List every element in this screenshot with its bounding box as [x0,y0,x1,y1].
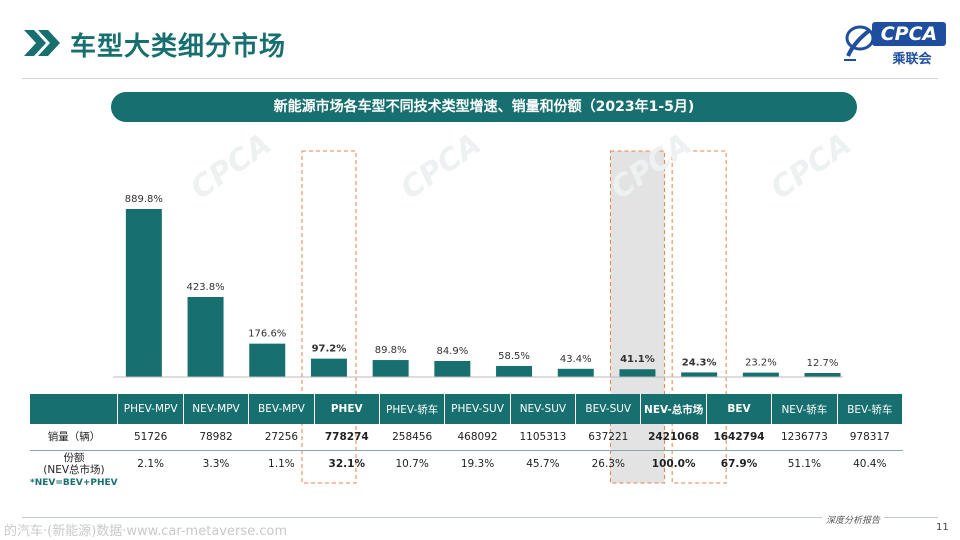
footnote: *NEV=BEV+PHEV [30,478,118,488]
row-label-sales: 销量（辆） [30,424,118,451]
table-row-share: 份额 (NEV总市场) 2.1% 3.3% 1.1% 32.1% 10.7% 19.3% 4… [30,450,903,478]
data-label-8: 41.1% [620,354,655,365]
sales-cell-11: 978317 [837,424,903,451]
header-divider [22,78,938,79]
bar-8 [619,369,656,377]
share-cell-9: 67.9% [720,458,758,471]
share-cell-8: 100.0% [651,458,696,471]
data-label-10: 23.2% [745,358,777,369]
bar-11 [804,373,841,377]
data-label-3: 97.2% [312,344,347,355]
column-header-2: BEV-MPV [248,394,315,424]
share-cell-11: 40.4% [853,458,887,471]
footer-watermark: 的汽车·(新能源)数据·www.car-metaverse.com [4,524,287,539]
data-label-7: 43.4% [560,354,592,365]
share-cell-0: 2.1% [137,458,164,471]
column-header-8: NEV-总市场 [640,394,707,424]
sales-cell-0: 51726 [117,424,184,451]
column-header-1: NEV-MPV [183,394,250,424]
data-label-9: 24.3% [682,357,717,368]
column-header-9: BEV [706,394,773,424]
cpca-watermark-1: CPCA [395,127,488,207]
bar-9 [681,372,718,377]
cpca-watermark-0: CPCA [185,127,278,207]
table-row-sales: 销量（辆） 51726 78982 27256 778274 258456 468092 1… [30,424,903,451]
data-label-1: 423.8% [186,282,224,293]
row-label-share-line2: (NEV总市场) [43,464,105,477]
sales-cell-1: 78982 [183,424,249,451]
double-chevron-icon [24,30,60,56]
column-header-5: PHEV-SUV [444,394,511,424]
column-header-6: NEV-SUV [510,394,577,424]
share-cell-4: 10.7% [395,458,429,471]
share-cell-5: 19.3% [460,458,495,471]
bar-3 [310,358,347,377]
footer-divider [22,517,938,518]
sales-cell-2: 27256 [248,424,315,451]
column-header-4: PHEV-轿车 [379,394,446,424]
share-cell-3: 32.1% [328,458,365,471]
sales-cell-3: 778274 [314,424,380,451]
share-cell-10: 51.1% [787,458,822,471]
highlight-frame-3 [301,150,357,484]
share-cell-7: 26.3% [591,458,625,471]
chart-title: 新能源市场各车型不同技术类型增速、销量和份额（2023年1-5月) [111,92,857,122]
column-header-10: NEV-轿车 [771,394,838,424]
column-header-3: PHEV [314,394,380,424]
bar-7 [557,368,594,377]
cpca-logo-subtitle: 乘联会 [892,52,932,67]
page-number: 11 [936,522,949,533]
share-cell-6: 45.7% [526,458,560,471]
sales-cell-9: 1642794 [706,424,772,451]
table-header-row: PHEV-MPV NEV-MPV BEV-MPV PHEV PHEV-轿车 PHEV-SU… [30,394,904,424]
share-cell-2: 1.1% [268,458,295,471]
data-label-0: 889.8% [125,194,163,205]
cpca-logo-text: CPCA [872,22,946,46]
data-label-4: 89.8% [375,345,407,356]
sales-cell-6: 1105313 [510,424,576,451]
cpca-watermark-3: CPCA [765,127,858,207]
data-label-11: 12.7% [807,358,839,369]
row-label-share-line1: 份额 [63,452,85,465]
bar-5 [434,360,471,377]
table-corner-cell [30,394,119,424]
sales-cell-7: 637221 [575,424,641,451]
column-header-0: PHEV-MPV [117,394,184,424]
data-label-6: 58.5% [498,351,530,362]
bar-10 [742,372,779,377]
bar-6 [496,365,533,377]
data-label-2: 176.6% [248,329,286,340]
sales-cell-8: 2421068 [640,424,707,451]
bar-0 [125,209,162,377]
share-cell-1: 3.3% [202,458,230,471]
sales-cell-10: 1236773 [771,424,838,451]
bar-1 [187,296,224,377]
data-label-5: 84.9% [436,346,468,357]
bar-2 [249,343,286,377]
column-header-7: BEV-SUV [575,394,642,424]
data-table: PHEV-MPV NEV-MPV BEV-MPV PHEV PHEV-轿车 PHEV-SU… [30,394,904,478]
bar-4 [372,360,409,377]
row-label-share: 份额 (NEV总市场) [30,450,118,478]
sales-cell-4: 258456 [379,424,445,451]
column-header-11: BEV-轿车 [837,394,904,424]
footer-report-label: 深度分析报告 [822,513,885,526]
cpca-logo: CPCA 乘联会 [836,18,946,67]
page-title: 车型大类细分市场 [70,32,287,62]
highlight-frame-9 [671,150,727,484]
sales-cell-5: 468092 [444,424,511,451]
